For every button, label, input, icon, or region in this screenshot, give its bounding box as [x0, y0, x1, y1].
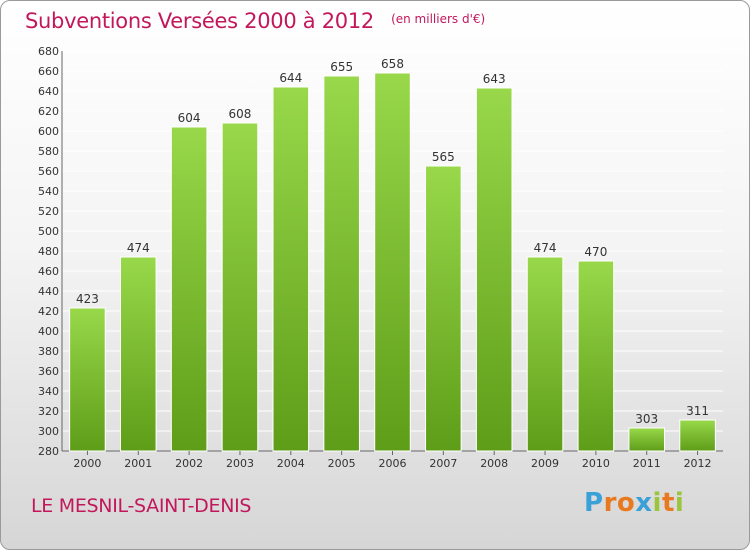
- data-label: 311: [686, 404, 709, 418]
- data-label: 470: [584, 245, 607, 259]
- data-label: 643: [483, 72, 506, 86]
- bar: [119, 256, 157, 452]
- bar: [170, 126, 208, 452]
- data-label: 474: [534, 241, 557, 255]
- y-tick-label: 420: [38, 305, 59, 318]
- y-tick-label: 540: [38, 185, 59, 198]
- x-tick-label: 2004: [277, 457, 305, 470]
- data-label: 655: [330, 60, 353, 74]
- bar: [221, 122, 259, 452]
- bar: [425, 165, 462, 452]
- y-tick-label: 400: [38, 325, 59, 338]
- logo-letter: P: [584, 488, 604, 518]
- y-tick-label: 520: [38, 205, 59, 218]
- bar: [577, 260, 615, 452]
- data-label: 604: [178, 111, 201, 125]
- x-tick-label: 2011: [633, 457, 661, 470]
- y-tick-label: 280: [38, 445, 59, 458]
- y-tick-label: 460: [38, 265, 59, 278]
- y-tick-label: 480: [38, 245, 59, 258]
- data-label: 565: [432, 150, 455, 164]
- x-tick-label: 2006: [379, 457, 407, 470]
- bar: [628, 427, 666, 452]
- chart-subtitle: (en milliers d'€): [391, 12, 486, 26]
- logo-letter: x: [635, 488, 653, 518]
- bar: [374, 72, 411, 452]
- bar: [679, 419, 716, 452]
- x-tick-label: 2000: [73, 457, 101, 470]
- x-tick-label: 2005: [328, 457, 356, 470]
- y-tick-label: 660: [38, 65, 59, 78]
- data-label: 608: [229, 107, 252, 121]
- data-label: 423: [76, 292, 99, 306]
- logo-letter: i: [652, 488, 662, 518]
- bar: [475, 87, 513, 452]
- y-tick-label: 360: [38, 365, 59, 378]
- y-tick-label: 440: [38, 285, 59, 298]
- y-tick-label: 380: [38, 345, 59, 358]
- bar: [323, 75, 360, 452]
- logo-letter: t: [661, 488, 675, 518]
- data-label: 658: [381, 57, 404, 71]
- y-tick-label: 600: [38, 125, 59, 138]
- logo-letter: r: [603, 488, 617, 518]
- x-tick-label: 2001: [124, 457, 152, 470]
- bar: [69, 307, 106, 452]
- y-tick-label: 340: [38, 385, 59, 398]
- x-tick-label: 2003: [226, 457, 254, 470]
- x-tick-label: 2010: [582, 457, 610, 470]
- x-tick-label: 2007: [429, 457, 457, 470]
- commune-name: LE MESNIL-SAINT-DENIS: [31, 495, 252, 517]
- y-tick-label: 320: [38, 405, 59, 418]
- y-tick-label: 500: [38, 225, 59, 238]
- data-label: 644: [279, 71, 302, 85]
- bar: [526, 256, 564, 452]
- y-tick-label: 620: [38, 105, 59, 118]
- x-tick-label: 2012: [684, 457, 712, 470]
- data-label: 474: [127, 241, 150, 255]
- y-tick-label: 300: [38, 425, 59, 438]
- bar: [272, 86, 310, 452]
- logo-letter: i: [674, 488, 685, 518]
- title-block: Subventions Versées 2000 à 2012 (en mill…: [25, 9, 485, 33]
- y-tick-label: 640: [38, 85, 59, 98]
- x-tick-label: 2009: [531, 457, 559, 470]
- chart-title: Subventions Versées 2000 à 2012: [25, 9, 374, 33]
- x-tick-label: 2008: [480, 457, 508, 470]
- data-label: 303: [635, 412, 658, 426]
- y-tick-label: 560: [38, 165, 59, 178]
- proxiti-logo[interactable]: Proxiti: [584, 488, 684, 518]
- x-tick-label: 2002: [175, 457, 203, 470]
- y-tick-label: 580: [38, 145, 59, 158]
- y-tick-label: 680: [38, 45, 59, 58]
- logo-letter: o: [616, 488, 636, 518]
